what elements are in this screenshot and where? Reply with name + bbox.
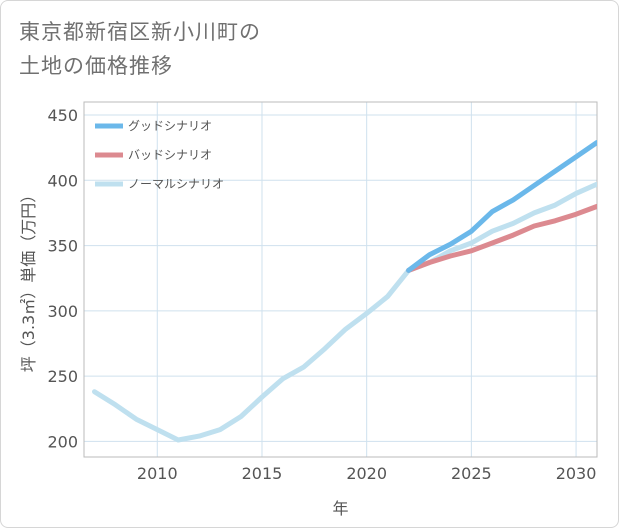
- legend-item-2[interactable]: バッドシナリオ: [95, 148, 212, 162]
- x-tick-label-2030: 2030: [556, 464, 597, 483]
- series-line-3: [92, 181, 597, 443]
- series-line-1: [406, 140, 597, 273]
- legend-item-1[interactable]: グッドシナリオ: [95, 119, 212, 133]
- y-tick-label-250: 250: [47, 367, 78, 386]
- y-tick-label-300: 300: [47, 302, 78, 321]
- x-tick-label-2020: 2020: [346, 464, 387, 483]
- plot-area: [83, 101, 598, 458]
- series-lines: [92, 140, 597, 443]
- legend-item-3[interactable]: ノーマルシナリオ: [95, 177, 224, 191]
- x-tick-label-2025: 2025: [451, 464, 492, 483]
- chart-title-line-1: 東京都新宿区新小川町の: [19, 20, 261, 44]
- x-tick-label-2010: 2010: [137, 464, 178, 483]
- legend-label-2: バッドシナリオ: [128, 148, 212, 162]
- y-tick-label-350: 350: [47, 237, 78, 256]
- y-axis-title: 坪（3.3㎡）単価（万円）: [19, 187, 38, 372]
- grid: [84, 102, 597, 457]
- y-tick-label-200: 200: [47, 432, 78, 451]
- chart-title: 東京都新宿区新小川町の 土地の価格推移: [19, 15, 261, 83]
- y-tick-label-450: 450: [47, 106, 78, 125]
- chart-title-line-2: 土地の価格推移: [19, 54, 173, 78]
- x-axis-title: 年: [332, 499, 348, 518]
- legend-label-1: グッドシナリオ: [128, 119, 212, 133]
- legend-label-3: ノーマルシナリオ: [128, 177, 224, 191]
- x-tick-label-2015: 2015: [242, 464, 283, 483]
- y-tick-label-400: 400: [47, 171, 78, 190]
- series-line-2: [406, 203, 597, 273]
- axis-ticks: 2010 2015 2020 2025 2030 200 250 300 350 400 450: [47, 106, 596, 483]
